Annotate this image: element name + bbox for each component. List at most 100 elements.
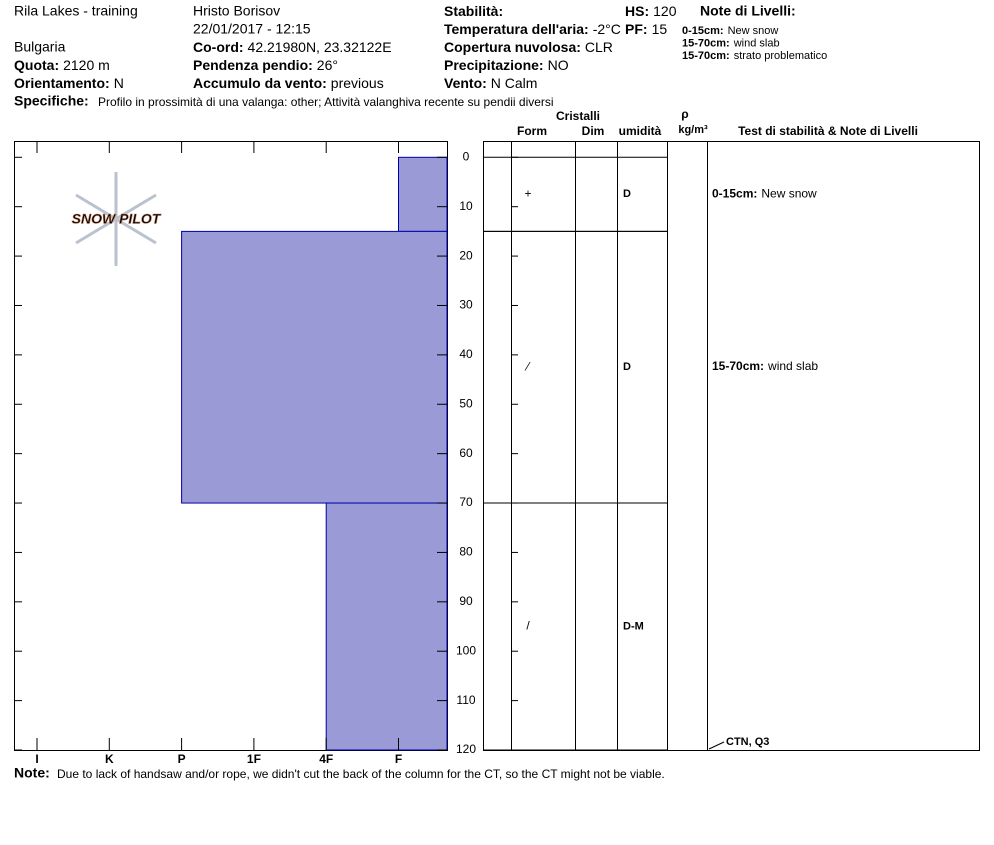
hardness-bar: [398, 156, 448, 232]
level-note-range: 15-70cm:: [682, 50, 730, 62]
specifics-label: Specifiche:: [14, 93, 89, 109]
field-label: Pendenza pendio:: [193, 57, 313, 73]
hardness-label: P: [178, 752, 186, 766]
layer-note-range: 0-15cm:: [712, 187, 757, 201]
column-header: Form: [517, 124, 547, 138]
layer-note-range: 15-70cm:: [712, 359, 764, 373]
field: Stabilità:: [444, 3, 503, 19]
field-value: 120: [653, 3, 677, 19]
field-label: Co-ord:: [193, 39, 244, 55]
wetness: D-M: [623, 620, 644, 632]
layer-note: 0-15cm: New snow: [712, 187, 817, 201]
column-header: Test di stabilità & Note di Livelli: [738, 124, 918, 138]
hardness-label: K: [105, 752, 114, 766]
depth-label: 110: [456, 693, 475, 707]
column-header: kg/m³: [678, 124, 708, 136]
level-note: 0-15cm: New snow: [682, 25, 778, 37]
grain-form: /: [526, 619, 530, 633]
field: Orientamento: N: [14, 75, 124, 91]
test-arrow: [708, 741, 725, 750]
layer-note-text: New snow: [761, 187, 817, 201]
specifics: Profilo in prossimità di una valanga: ot…: [98, 95, 554, 109]
depth-label: 120: [456, 742, 476, 756]
field: PF: 15: [625, 21, 667, 37]
level-notes-title: Note di Livelli:: [700, 3, 796, 19]
field-label: Copertura nuvolosa:: [444, 39, 581, 55]
level-note-range: 0-15cm:: [682, 25, 724, 37]
column-header: Cristalli: [556, 109, 600, 123]
field: Temperatura dell'aria: -2°C: [444, 21, 621, 37]
field-label: HS:: [625, 3, 649, 19]
test-label: CTN, Q3: [726, 736, 769, 748]
depth-label: 90: [459, 594, 473, 608]
field-value: 26°: [317, 57, 338, 73]
depth-label: 0: [463, 149, 470, 163]
logo: SNOW PILOT: [72, 211, 162, 227]
wetness: D: [623, 188, 631, 200]
field-value: 15: [652, 21, 668, 37]
observer: Hristo Borisov: [193, 3, 280, 19]
field-label: Precipitazione:: [444, 57, 544, 73]
depth-label: 80: [459, 545, 473, 559]
field: Accumulo da vento: previous: [193, 75, 384, 91]
field-value: NO: [548, 57, 569, 73]
hardness-bar: [181, 230, 448, 504]
field: Quota: 2120 m: [14, 57, 110, 73]
footer-label: Note:: [14, 765, 50, 781]
level-note-text: wind slab: [733, 37, 780, 49]
field-label: Orientamento:: [14, 75, 110, 91]
level-note-text: strato problematico: [734, 50, 828, 62]
field: Co-ord: 42.21980N, 23.32122E: [193, 39, 392, 55]
field-value: 42.21980N, 23.32122E: [248, 39, 392, 55]
depth-label: 50: [459, 396, 473, 410]
depth-label: 10: [459, 199, 473, 213]
field-label: PF:: [625, 21, 648, 37]
hardness-label: F: [395, 752, 402, 766]
hardness-bar: [325, 502, 448, 751]
field-value: previous: [331, 75, 384, 91]
layer-note-text: wind slab: [767, 359, 818, 373]
grain-form: ⁄: [524, 359, 531, 373]
field-label: Stabilità:: [444, 3, 503, 19]
field-value: N Calm: [491, 75, 538, 91]
frames: [14, 141, 980, 751]
field-label: Temperatura dell'aria:: [444, 21, 589, 37]
hardness-label: 4F: [319, 752, 333, 766]
field-value: 2120 m: [63, 57, 110, 73]
field: Copertura nuvolosa: CLR: [444, 39, 613, 55]
field: Precipitazione: NO: [444, 57, 569, 73]
column-header: ρ: [681, 107, 688, 121]
field: Vento: N Calm: [444, 75, 537, 91]
logo-flake: [75, 172, 157, 266]
field: HS: 120: [625, 3, 677, 19]
depth-label: 60: [459, 446, 473, 460]
column-header: Dim: [582, 124, 605, 138]
depth-label: 40: [459, 347, 473, 361]
depth-label: 20: [459, 248, 473, 262]
depth-label: 100: [456, 643, 476, 657]
field-value: CLR: [585, 39, 613, 55]
footer-text: Due to lack of handsaw and/or rope, we d…: [57, 767, 665, 781]
country: Bulgaria: [14, 39, 66, 55]
field-value: -2°C: [593, 21, 621, 37]
location: Rila Lakes - training: [14, 3, 138, 19]
level-note-range: 15-70cm:: [682, 37, 730, 49]
field-label: Vento:: [444, 75, 487, 91]
datetime: 22/01/2017 - 12:15: [193, 21, 311, 37]
field-label: Quota:: [14, 57, 59, 73]
field: Pendenza pendio: 26°: [193, 57, 338, 73]
field-label: Accumulo da vento:: [193, 75, 327, 91]
wetness: D: [623, 361, 631, 373]
level-note-text: New snow: [728, 25, 779, 37]
level-note: 15-70cm: wind slab: [682, 37, 780, 49]
column-header: umidità: [619, 124, 662, 138]
level-note: 15-70cm: strato problematico: [682, 50, 827, 62]
depth-label: 70: [459, 495, 473, 509]
hardness-label: 1F: [247, 752, 261, 766]
field-value: N: [114, 75, 124, 91]
layer-note: 15-70cm: wind slab: [712, 359, 818, 373]
hardness-label: I: [35, 752, 38, 766]
depth-label: 30: [459, 298, 473, 312]
grain-form: +: [524, 187, 531, 201]
